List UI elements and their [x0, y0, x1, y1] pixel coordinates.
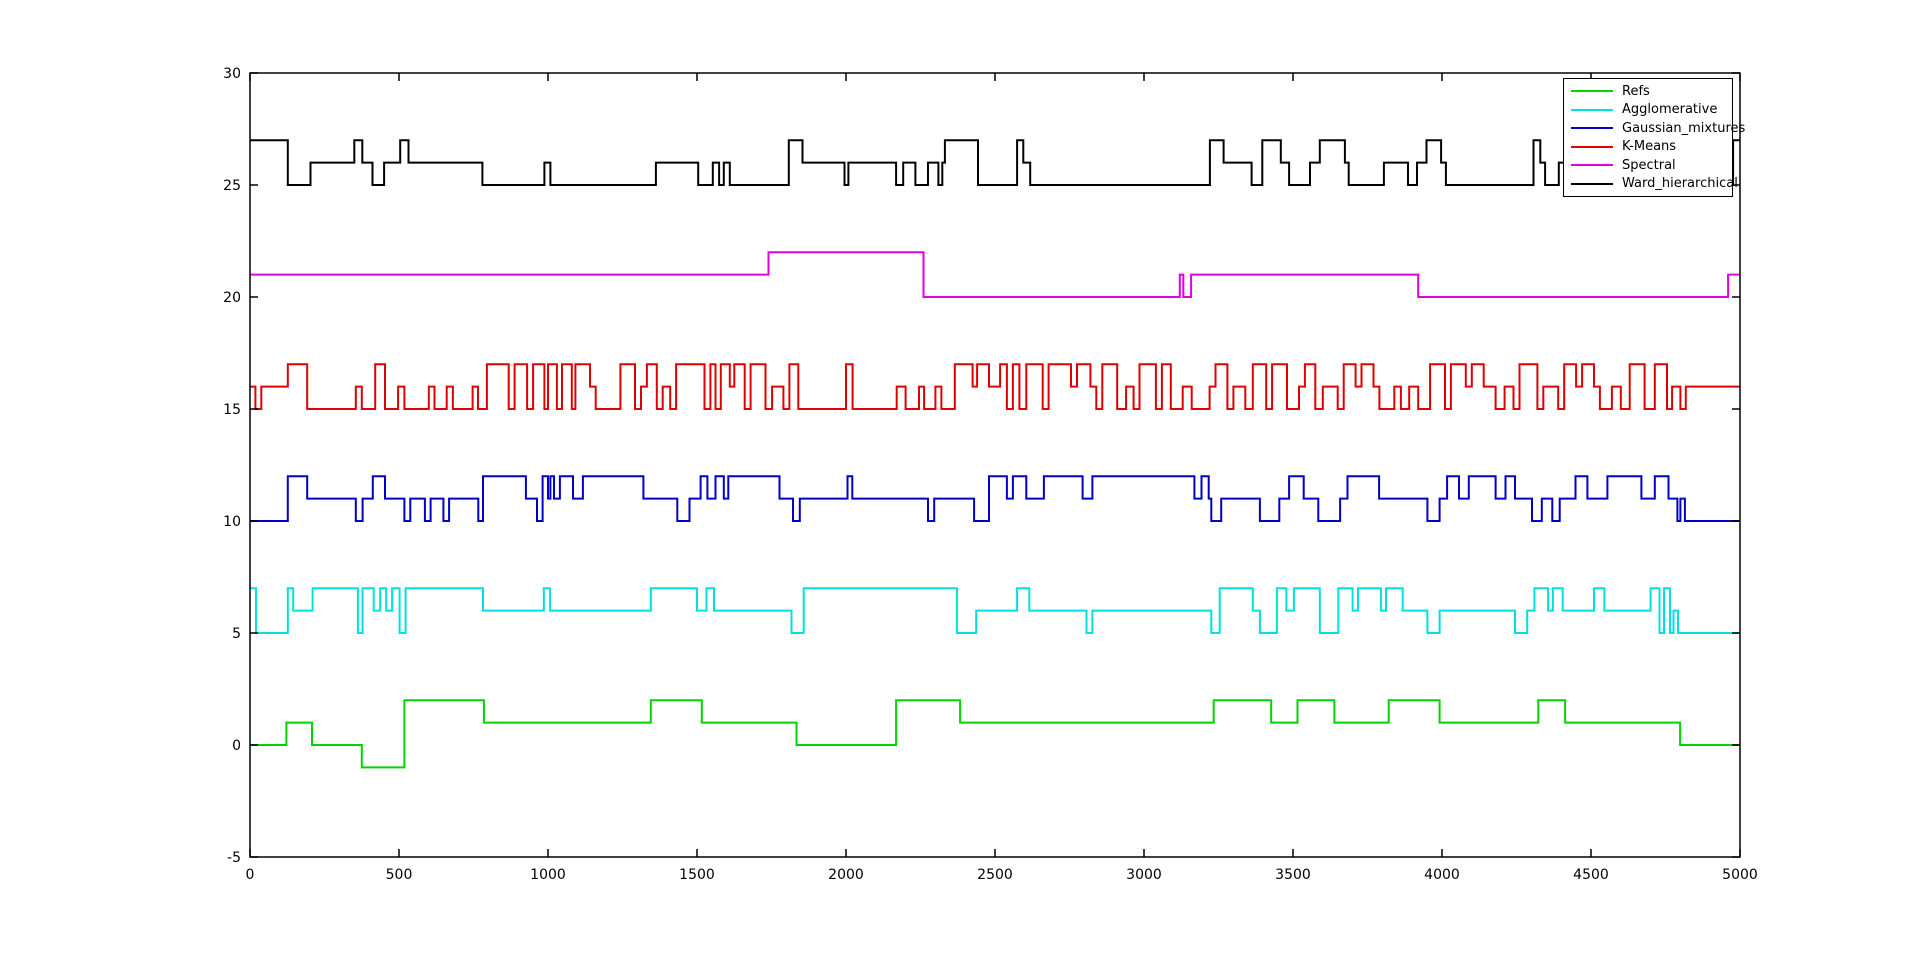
- x-tick-label: 4500: [1573, 867, 1609, 883]
- legend-label: Spectral: [1622, 157, 1676, 173]
- series-line-agglomerative: [250, 587, 1740, 634]
- y-tick-label: 10: [223, 514, 241, 530]
- legend-line-sample: [1571, 127, 1613, 130]
- x-tick-label: 4000: [1424, 867, 1460, 883]
- series-line-k-means: [250, 363, 1740, 410]
- legend-item-k-means: K-Means: [1571, 138, 1732, 157]
- series-line-ward_hierarchical: [250, 139, 1740, 186]
- x-tick-label: 2500: [977, 867, 1013, 883]
- legend-item-refs: Refs: [1571, 82, 1732, 101]
- legend-box: Refs Agglomerative Gaussian_mixtures K-Mean…: [1563, 78, 1745, 197]
- x-tick-label: 0: [246, 867, 255, 883]
- legend-item-ward_hierarchical: Ward_hierarchical: [1571, 175, 1738, 194]
- legend-line-sample: [1571, 145, 1613, 148]
- y-tick-label: 20: [223, 290, 241, 306]
- legend-label: Refs: [1622, 83, 1650, 99]
- x-tick-label: 3500: [1275, 867, 1311, 883]
- y-tick-label: 5: [232, 626, 241, 642]
- plot-frame: [249, 72, 1741, 858]
- legend-label: Gaussian_mixtures: [1622, 120, 1746, 136]
- legend-line-sample: [1571, 108, 1613, 111]
- y-tick-label: 0: [232, 738, 241, 754]
- legend-item-gaussian_mixtures: Gaussian_mixtures: [1571, 119, 1745, 138]
- x-tick-label: 1000: [530, 867, 566, 883]
- x-tick-label: 2000: [828, 867, 864, 883]
- y-tick-label: -5: [227, 850, 241, 866]
- legend-label: Agglomerative: [1622, 102, 1718, 118]
- legend-line-sample: [1571, 182, 1613, 185]
- x-tick-label: 500: [386, 867, 413, 883]
- x-tick-label: 3000: [1126, 867, 1162, 883]
- legend-label: Ward_hierarchical: [1622, 176, 1738, 192]
- y-tick-label: 15: [223, 402, 241, 418]
- y-tick-label: 25: [223, 178, 241, 194]
- legend-line-sample: [1571, 164, 1613, 167]
- y-tick-label: 30: [223, 66, 241, 82]
- legend-item-spectral: Spectral: [1571, 156, 1732, 175]
- x-tick-label: 5000: [1722, 867, 1758, 883]
- x-tick-label: 1500: [679, 867, 715, 883]
- legend-label: K-Means: [1622, 139, 1677, 155]
- legend-line-sample: [1571, 90, 1613, 93]
- legend-item-agglomerative: Agglomerative: [1571, 101, 1732, 120]
- series-line-spectral: [250, 251, 1740, 298]
- series-line-refs: [250, 699, 1740, 769]
- series-line-gaussian_mixtures: [250, 475, 1740, 522]
